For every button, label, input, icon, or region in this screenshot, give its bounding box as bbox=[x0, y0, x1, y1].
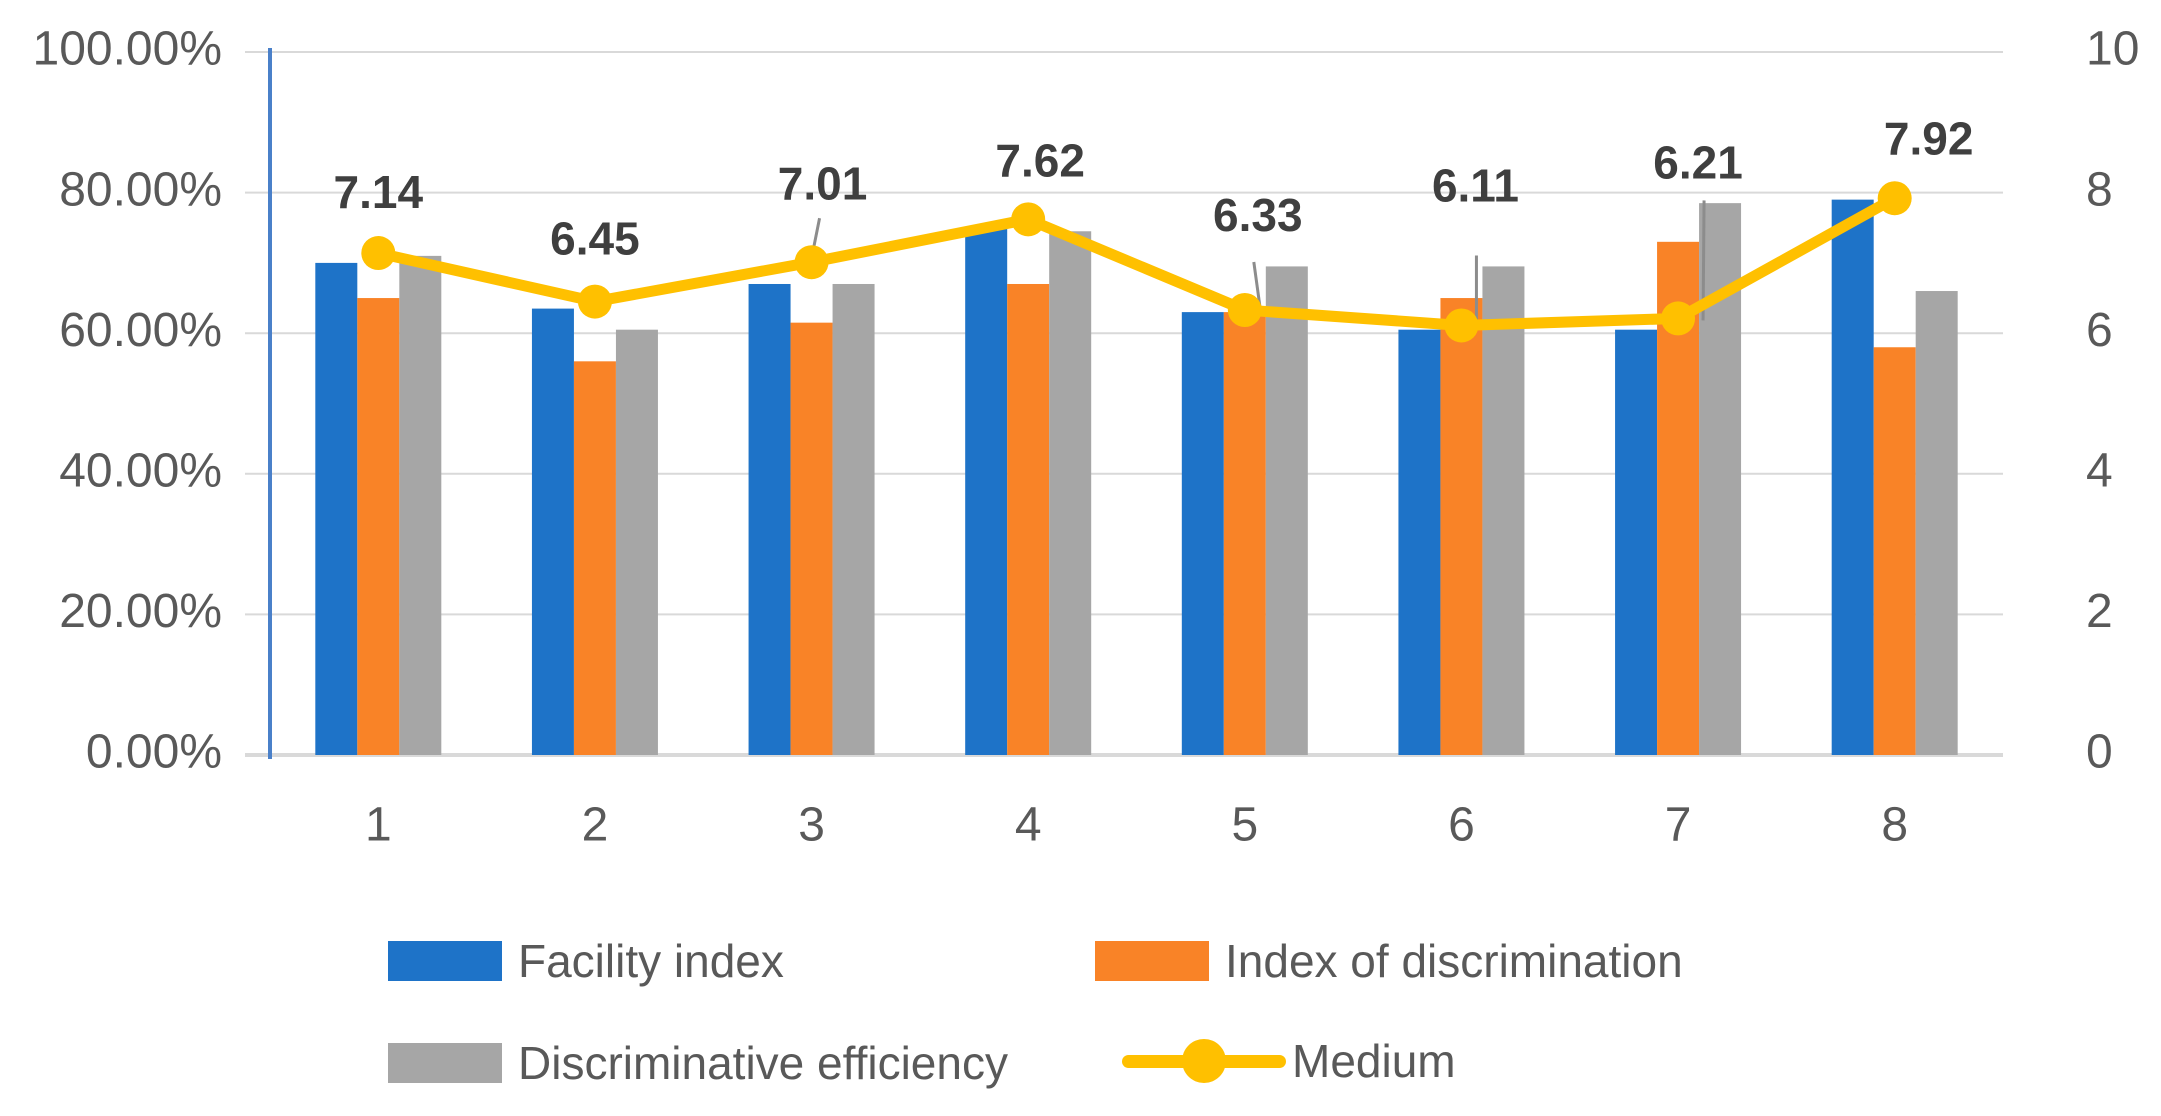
legend-label: Index of discrimination bbox=[1225, 935, 1683, 987]
bar-index-of-discrimination-3 bbox=[790, 322, 833, 755]
medium-line-series bbox=[372, 192, 1901, 331]
bar-index-of-discrimination-2 bbox=[573, 361, 616, 755]
bar-discriminative-efficiency-4 bbox=[1049, 231, 1092, 755]
medium-marker-6 bbox=[1444, 308, 1479, 343]
bar-facility-index-4 bbox=[965, 227, 1008, 755]
bar-index-of-discrimination-1 bbox=[357, 298, 400, 755]
left-axis-tick-label: 20.00% bbox=[59, 585, 222, 638]
left-axis-tick-label: 80.00% bbox=[59, 163, 222, 216]
bar-facility-index-6 bbox=[1398, 329, 1441, 755]
right-axis-tick-label: 10 bbox=[2086, 23, 2139, 76]
legend-label: Discriminative efficiency bbox=[518, 1037, 1008, 1089]
medium-marker-4 bbox=[1011, 202, 1046, 237]
medium-marker-3 bbox=[794, 245, 829, 280]
medium-data-label-8: 7.92 bbox=[1884, 112, 1974, 164]
legend-label: Facility index bbox=[518, 935, 784, 987]
medium-marker-1 bbox=[361, 236, 396, 271]
category-label-4: 4 bbox=[1015, 799, 1042, 852]
bar-discriminative-efficiency-2 bbox=[615, 329, 658, 755]
left-axis-tick-label: 60.00% bbox=[59, 304, 222, 357]
right-axis-tick-label: 8 bbox=[2086, 163, 2113, 216]
bar-discriminative-efficiency-5 bbox=[1265, 266, 1308, 755]
medium-marker-7 bbox=[1661, 301, 1696, 336]
bar-facility-index-5 bbox=[1181, 312, 1224, 755]
category-label-1: 1 bbox=[365, 799, 392, 852]
bar-discriminative-efficiency-8 bbox=[1915, 291, 1958, 755]
bar-discriminative-efficiency-1 bbox=[399, 255, 442, 755]
bar-facility-index-1 bbox=[315, 262, 358, 755]
category-label-7: 7 bbox=[1665, 799, 1692, 852]
left-axis-tick-label: 100.00% bbox=[33, 23, 223, 76]
legend-label: Medium bbox=[1292, 1035, 1456, 1087]
medium-data-label-3: 7.01 bbox=[778, 157, 868, 209]
bar-index-of-discrimination-4 bbox=[1007, 283, 1050, 755]
bar-facility-index-8 bbox=[1831, 199, 1874, 755]
left-axis-tick-label: 0.00% bbox=[86, 726, 222, 779]
medium-data-label-2: 6.45 bbox=[550, 213, 640, 265]
legend-item-discriminative-efficiency: Discriminative efficiency bbox=[388, 1036, 1008, 1090]
medium-data-label-5: 6.33 bbox=[1213, 189, 1303, 241]
category-label-5: 5 bbox=[1231, 799, 1258, 852]
right-axis-tick-label: 4 bbox=[2086, 444, 2113, 497]
category-label-8: 8 bbox=[1881, 799, 1908, 852]
right-axis-tick-label: 0 bbox=[2086, 726, 2113, 779]
medium-data-label-1: 7.14 bbox=[334, 166, 424, 218]
medium-marker-8 bbox=[1877, 181, 1912, 216]
bar-discriminative-efficiency-3 bbox=[832, 283, 875, 755]
bar-facility-index-3 bbox=[748, 283, 791, 755]
legend-item-index-of-discrimination: Index of discrimination bbox=[1095, 934, 1683, 988]
category-label-3: 3 bbox=[798, 799, 825, 852]
legend-item-medium: Medium bbox=[1122, 1034, 1456, 1088]
medium-data-label-4: 7.62 bbox=[995, 134, 1085, 186]
category-label-6: 6 bbox=[1448, 799, 1475, 852]
legend-item-facility-index: Facility index bbox=[388, 934, 784, 988]
bar-index-of-discrimination-5 bbox=[1223, 312, 1266, 755]
medium-marker-2 bbox=[577, 284, 612, 319]
medium-data-label-6: 6.11 bbox=[1432, 160, 1519, 212]
medium-marker-5 bbox=[1227, 293, 1262, 328]
facility-index-swatch bbox=[388, 941, 502, 981]
bar-facility-index-2 bbox=[531, 308, 574, 755]
left-axis-tick-label: 40.00% bbox=[59, 444, 222, 497]
discriminative-efficiency-swatch bbox=[388, 1043, 502, 1083]
bar-facility-index-7 bbox=[1615, 329, 1658, 755]
medium-line-swatch bbox=[1122, 1035, 1286, 1087]
right-axis-tick-label: 2 bbox=[2086, 585, 2113, 638]
data-label-leader-line bbox=[812, 217, 822, 249]
bar-discriminative-efficiency-6 bbox=[1482, 266, 1525, 755]
medium-data-label-7: 6.21 bbox=[1653, 137, 1743, 189]
index-of-discrimination-swatch bbox=[1095, 941, 1209, 981]
category-label-2: 2 bbox=[582, 799, 609, 852]
bar-index-of-discrimination-6 bbox=[1440, 298, 1483, 755]
bar-index-of-discrimination-8 bbox=[1873, 347, 1916, 755]
medium-marker-dot bbox=[1182, 1039, 1226, 1083]
right-axis-tick-label: 6 bbox=[2086, 304, 2113, 357]
